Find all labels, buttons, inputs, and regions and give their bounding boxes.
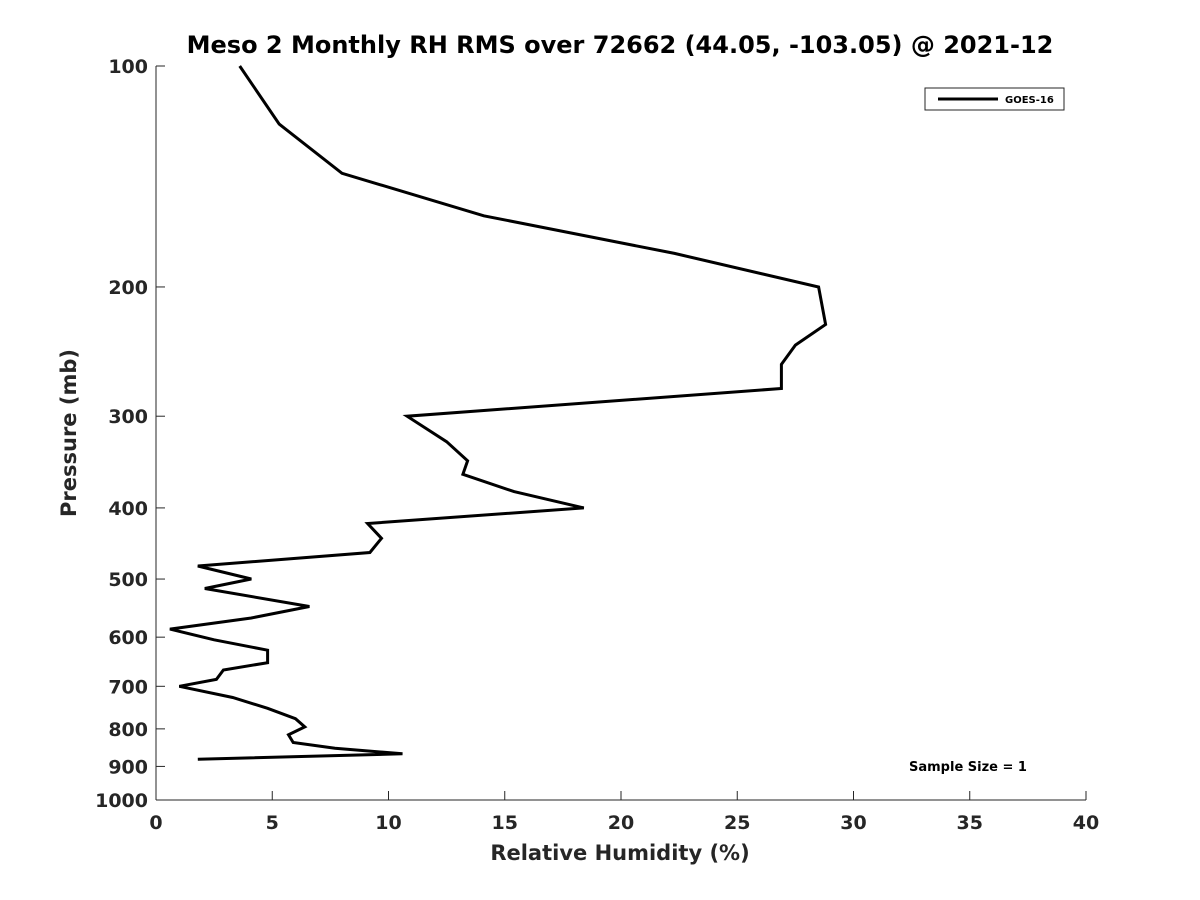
y-tick-label: 100 xyxy=(108,56,148,78)
x-tick-label: 5 xyxy=(266,812,279,834)
y-tick-label: 400 xyxy=(108,498,148,520)
y-tick-label: 1000 xyxy=(95,790,148,812)
legend: GOES-16 xyxy=(924,87,1065,111)
x-tick-label: 35 xyxy=(957,812,983,834)
x-tick-label: 40 xyxy=(1073,812,1099,834)
chart-title: Meso 2 Monthly RH RMS over 72662 (44.05,… xyxy=(187,31,1054,59)
y-axis-label: Pressure (mb) xyxy=(57,349,81,517)
y-tick-label: 200 xyxy=(108,277,148,299)
x-tick-label: 15 xyxy=(492,812,518,834)
y-tick-label: 500 xyxy=(108,569,148,591)
plot-area xyxy=(155,66,1086,801)
x-tick-label: 20 xyxy=(608,812,634,834)
y-tick-label: 700 xyxy=(108,676,148,698)
y-tick-label: 800 xyxy=(108,719,148,741)
series-line-goes-16 xyxy=(169,65,828,761)
x-tick-label: 25 xyxy=(724,812,750,834)
x-tick-label: 10 xyxy=(375,812,401,834)
series-layer xyxy=(169,65,828,761)
x-tick-label: 0 xyxy=(149,812,162,834)
x-tick-label: 30 xyxy=(840,812,866,834)
legend-label: GOES-16 xyxy=(1005,95,1054,106)
y-ticks: 100 200 300 400 500 600 700 800 900 1000 xyxy=(95,56,165,812)
sample-size-annotation: Sample Size = 1 xyxy=(909,760,1027,775)
y-tick-label: 600 xyxy=(108,627,148,649)
y-tick-label: 900 xyxy=(108,756,148,778)
x-ticks: 0 5 10 15 20 25 30 35 40 xyxy=(149,791,1099,834)
y-tick-label: 300 xyxy=(108,406,148,428)
x-axis-label: Relative Humidity (%) xyxy=(490,841,749,865)
